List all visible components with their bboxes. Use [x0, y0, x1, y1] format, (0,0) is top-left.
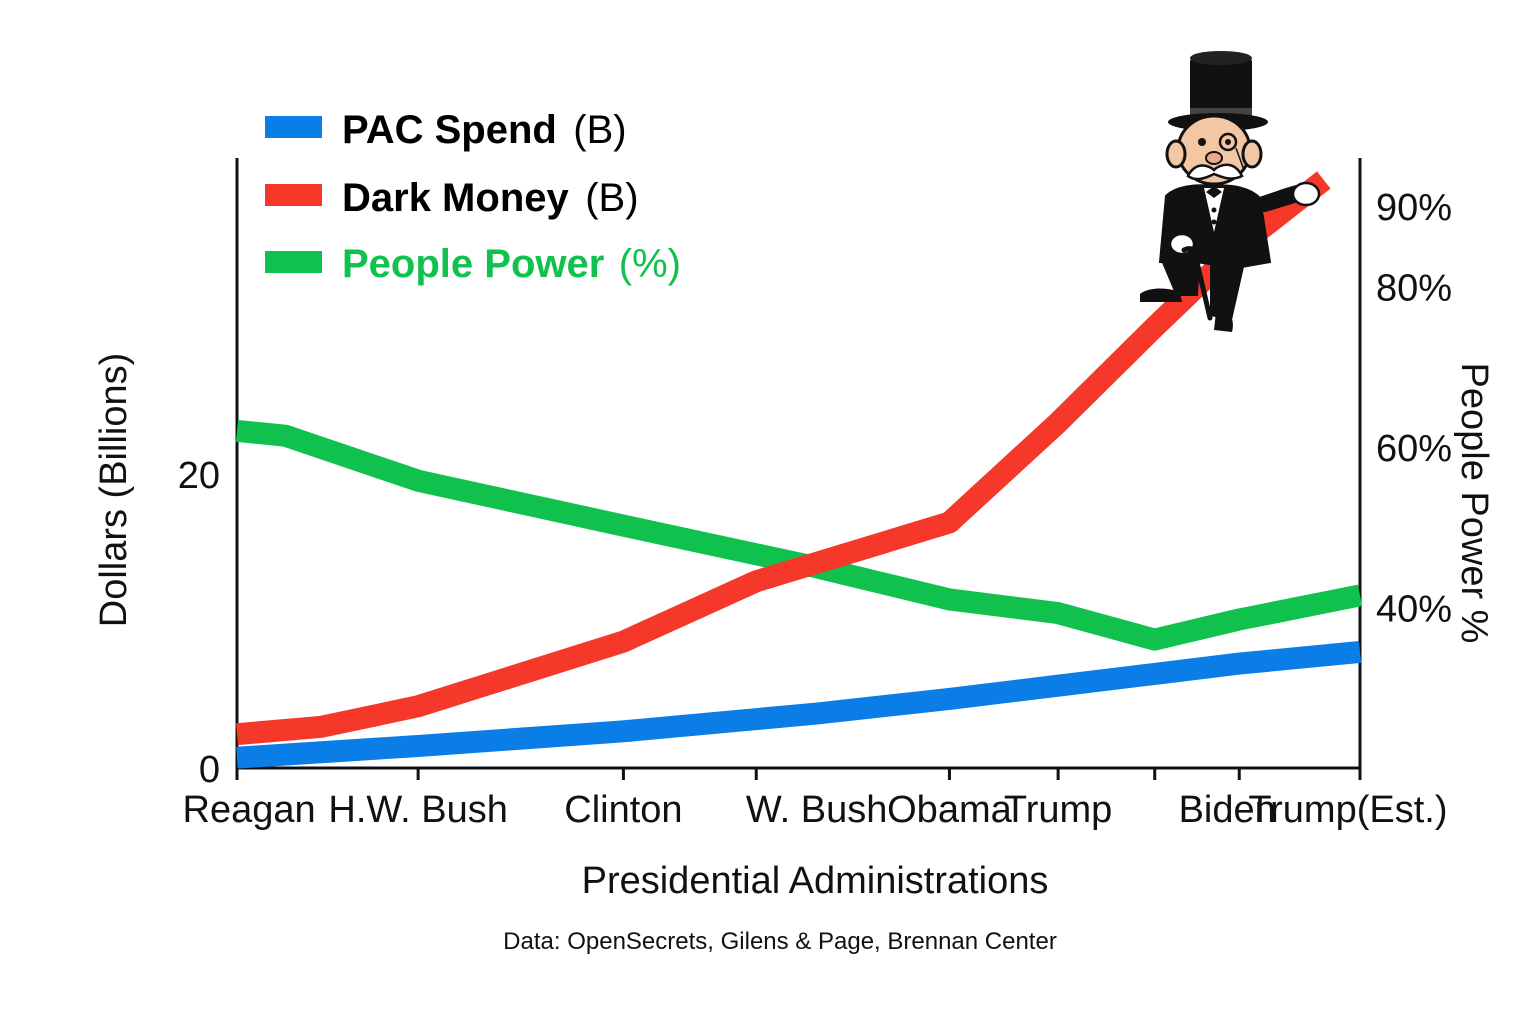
monopoly-man-icon: [1140, 51, 1321, 332]
legend-label-pac: PAC Spend (B): [342, 108, 627, 152]
y2-tick-label-60: 60%: [1376, 428, 1452, 470]
legend-label-dark-money: Dark Money (B): [342, 176, 639, 220]
y-tick-label-0: 0: [199, 749, 220, 791]
y2-axis-title: People Power %: [1453, 363, 1495, 644]
y2-tick-label-40: 40%: [1376, 588, 1452, 630]
legend-item-pac: PAC Spend (B): [265, 108, 627, 152]
y-axis-title: Dollars (Billions): [93, 353, 135, 628]
x-tick-label-biden: Biden: [1179, 789, 1276, 831]
legend-unit-pac: (B): [573, 108, 626, 152]
y2-tick-label-80: 80%: [1376, 267, 1452, 309]
series-line-pac-spend: [236, 640, 1362, 769]
y-tick-label-20: 20: [178, 455, 220, 497]
x-tick-label-clinton: Clinton: [564, 789, 682, 831]
legend-unit-dark-money: (B): [585, 176, 638, 220]
x-tick-label-trump: Trump: [1004, 789, 1112, 831]
source-note: Data: OpenSecrets, Gilens & Page, Brenna…: [503, 928, 1057, 955]
legend-name-dark-money: Dark Money: [342, 176, 569, 220]
legend-label-people-power: People Power (%): [342, 242, 681, 286]
x-tick-label-h-w-bush: H.W. Bush: [328, 789, 508, 831]
x-tick-label-w-bush: W. Bush: [746, 789, 888, 831]
legend-item-people-power: People Power (%): [265, 242, 681, 286]
series-line-people-power: [235, 419, 1363, 651]
legend-unit-people-power: (%): [619, 242, 681, 286]
legend: PAC Spend (B) Dark Money (B) People Powe…: [265, 108, 681, 286]
legend-item-dark-money: Dark Money (B): [265, 176, 639, 220]
x-tick-label-trump-est: Trump(Est.): [1248, 789, 1447, 831]
axes: [235, 158, 1362, 778]
x-tick-label-reagan: Reagan: [183, 789, 316, 831]
legend-name-people-power: People Power: [342, 242, 604, 286]
legend-name-pac: PAC Spend: [342, 108, 557, 152]
x-axis-title: Presidential Administrations: [582, 860, 1049, 902]
x-tick-label-obama: Obama: [887, 789, 1012, 831]
y2-tick-label-90: 90%: [1376, 187, 1452, 229]
